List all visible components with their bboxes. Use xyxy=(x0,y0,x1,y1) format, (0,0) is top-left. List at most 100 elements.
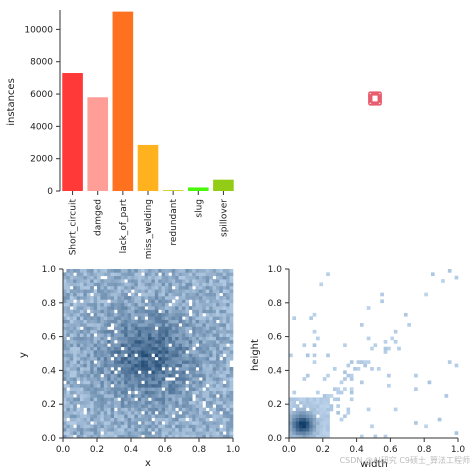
xy-heatmap-cell xyxy=(219,427,224,432)
xy-heatmap-cell xyxy=(212,289,217,293)
xy-heatmap-cell xyxy=(114,275,118,280)
xy-heatmap-cells xyxy=(63,269,234,439)
xy-heatmap-cell xyxy=(219,414,224,419)
xy-heatmap-cell xyxy=(80,414,84,419)
wh-heatmap-cell xyxy=(319,404,324,408)
xy-heatmap-cell xyxy=(103,383,108,388)
wh-heatmap-cell xyxy=(319,410,324,415)
xy-heatmap-cell xyxy=(80,292,84,297)
xy-heatmap-cell xyxy=(154,404,159,408)
xy-heatmap-cell xyxy=(222,383,227,388)
xy-heatmap-cell xyxy=(188,279,193,283)
xy-heatmap-cell xyxy=(93,326,98,331)
wh-heatmap-cell xyxy=(349,377,354,381)
xy-heatmap-cell xyxy=(216,296,220,300)
xy-heatmap-cell xyxy=(90,404,94,408)
xy-heatmap-cell xyxy=(63,410,67,415)
xy-heatmap-cell xyxy=(168,279,173,283)
xy-heatmap-cell xyxy=(151,434,156,439)
xy-heatmap-cell xyxy=(100,282,105,287)
xy-heatmap-cell xyxy=(219,299,224,304)
wh-heatmap-cell xyxy=(305,424,310,429)
xy-heatmap-cell xyxy=(171,336,176,341)
xy-heatmap-cell xyxy=(93,336,98,341)
xy-heatmap-cell xyxy=(219,326,224,331)
xy-heatmap-cell xyxy=(226,383,230,388)
xy-heatmap-cell xyxy=(73,343,77,348)
xy-heatmap-cell xyxy=(97,353,101,358)
xy-heatmap-cell xyxy=(216,329,220,334)
xy-heatmap-cell xyxy=(131,356,135,361)
xy-heatmap-cell xyxy=(86,383,91,388)
xy-heatmap-cell xyxy=(117,387,122,391)
xy-heatmap-cell xyxy=(192,319,196,324)
xy-heatmap-cell xyxy=(168,404,173,408)
xy-heatmap-cell xyxy=(202,316,207,320)
xy-heatmap-cell xyxy=(165,289,169,293)
wh-heatmap-cell xyxy=(289,400,293,405)
xy-heatmap-cell xyxy=(168,410,173,415)
wh-heatmap-cell xyxy=(343,387,347,391)
xy-heatmap-cell xyxy=(188,306,193,310)
xy-heatmap-cell xyxy=(226,336,230,341)
xy-heatmap-cell xyxy=(120,282,125,287)
xy-heatmap-cell xyxy=(76,407,81,412)
xy-heatmap-cell xyxy=(124,360,128,364)
wh-heatmap-cell xyxy=(339,380,344,385)
xy-heatmap-cell xyxy=(80,319,84,324)
xy-heatmap-cell xyxy=(137,285,142,290)
xy-heatmap-cell xyxy=(144,275,149,280)
wh-heatmap-cell xyxy=(289,434,293,439)
xy-heatmap-cell xyxy=(151,363,156,368)
xy-heatmap-cell xyxy=(168,326,173,331)
xy-heatmap-cell xyxy=(103,333,108,337)
xy-heatmap-cell xyxy=(226,326,230,331)
xy-heatmap-cell xyxy=(222,414,227,419)
xy-heatmap-cell xyxy=(137,282,142,287)
xy-heatmap-cell xyxy=(192,339,196,344)
xy-heatmap-cell xyxy=(202,397,207,402)
xy-heatmap-cell xyxy=(212,353,217,358)
xy-heatmap-cell xyxy=(226,285,230,290)
xy-heatmap-cell xyxy=(148,434,152,439)
bar-x-tick-label: miss_welding xyxy=(144,199,154,259)
xy-heatmap-cell xyxy=(144,346,149,351)
xy-heatmap-cell xyxy=(209,306,213,310)
xy-heatmap-cell xyxy=(182,309,186,314)
xy-heatmap-cell xyxy=(185,289,190,293)
xy-heatmap-cell xyxy=(141,360,145,364)
xy-heatmap-cell xyxy=(86,410,91,415)
xy-heatmap-cell xyxy=(175,410,179,415)
xy-heatmap-cell xyxy=(80,397,84,402)
xy-heatmap-cell xyxy=(175,319,179,324)
xy-heatmap-cell xyxy=(120,394,125,398)
xy-heatmap-cell xyxy=(219,329,224,334)
xy-heatmap-cell xyxy=(161,360,166,364)
xy-heatmap-cell xyxy=(202,292,207,297)
xy-heatmap-cell xyxy=(120,356,125,361)
xy-heatmap-cell xyxy=(124,377,128,381)
xy-heatmap-cell xyxy=(229,353,234,358)
bar-damged xyxy=(87,97,109,191)
xy-heatmap-cell xyxy=(212,296,217,300)
xy-heatmap-cell xyxy=(73,346,77,351)
xy-heatmap-cell xyxy=(69,329,74,334)
xy-heatmap-cell xyxy=(69,346,74,351)
xy-heatmap-cell xyxy=(124,427,128,432)
xy-heatmap-cell xyxy=(141,377,145,381)
xy-heatmap-cell xyxy=(83,431,88,435)
wh-heatmap-cell xyxy=(312,434,317,439)
xy-heatmap-cell xyxy=(222,390,227,395)
xy-heatmap-cell xyxy=(205,323,210,327)
xy-heatmap-cell xyxy=(117,269,122,273)
xy-heatmap-cell xyxy=(188,363,193,368)
xy-heatmap-cell xyxy=(185,373,190,378)
xy-heatmap-cell xyxy=(97,339,101,344)
xy-heatmap-cell xyxy=(216,400,220,405)
xy-heatmap-cell xyxy=(103,407,108,412)
xy-heatmap-cell xyxy=(83,417,88,422)
xy-heatmap-cell xyxy=(148,302,152,307)
xy-heatmap-cell xyxy=(182,397,186,402)
xy-heatmap-cell xyxy=(151,404,156,408)
xy-heatmap-cell xyxy=(131,326,135,331)
